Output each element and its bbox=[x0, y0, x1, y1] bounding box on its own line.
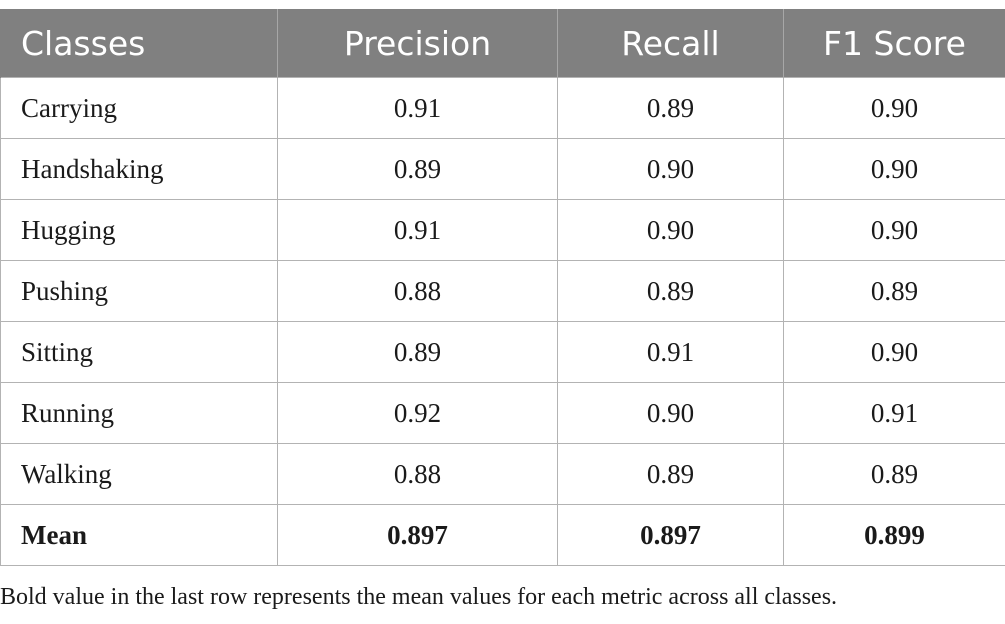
class-cell: Running bbox=[0, 382, 278, 444]
precision-cell: 0.89 bbox=[277, 138, 558, 200]
recall-cell: 0.90 bbox=[557, 138, 784, 200]
table-body: Carrying 0.91 0.89 0.90 Handshaking 0.89… bbox=[0, 77, 1005, 566]
class-cell: Hugging bbox=[0, 199, 278, 261]
results-table-container: Classes Precision Recall F1 Score Carryi… bbox=[0, 9, 1005, 566]
class-cell: Carrying bbox=[0, 77, 278, 139]
results-table: Classes Precision Recall F1 Score Carryi… bbox=[0, 9, 1005, 566]
class-cell: Pushing bbox=[0, 260, 278, 322]
precision-cell: 0.88 bbox=[277, 260, 558, 322]
mean-row: Mean 0.897 0.897 0.899 bbox=[0, 504, 1005, 566]
precision-cell: 0.88 bbox=[277, 443, 558, 505]
table-header: Classes Precision Recall F1 Score bbox=[0, 9, 1005, 78]
f1-cell: 0.90 bbox=[783, 199, 1005, 261]
precision-cell: 0.91 bbox=[277, 199, 558, 261]
recall-cell: 0.91 bbox=[557, 321, 784, 383]
header-classes: Classes bbox=[0, 9, 278, 78]
mean-f1-cell: 0.899 bbox=[783, 504, 1005, 566]
recall-cell: 0.89 bbox=[557, 443, 784, 505]
class-cell: Sitting bbox=[0, 321, 278, 383]
table-row: Hugging 0.91 0.90 0.90 bbox=[0, 199, 1005, 261]
table-row: Handshaking 0.89 0.90 0.90 bbox=[0, 138, 1005, 200]
f1-cell: 0.89 bbox=[783, 260, 1005, 322]
class-cell: Walking bbox=[0, 443, 278, 505]
table-footnote: Bold value in the last row represents th… bbox=[0, 584, 838, 610]
recall-cell: 0.90 bbox=[557, 199, 784, 261]
precision-cell: 0.92 bbox=[277, 382, 558, 444]
table-row: Carrying 0.91 0.89 0.90 bbox=[0, 77, 1005, 139]
f1-cell: 0.90 bbox=[783, 321, 1005, 383]
class-cell: Handshaking bbox=[0, 138, 278, 200]
recall-cell: 0.89 bbox=[557, 260, 784, 322]
table-row: Sitting 0.89 0.91 0.90 bbox=[0, 321, 1005, 383]
precision-cell: 0.89 bbox=[277, 321, 558, 383]
header-row: Classes Precision Recall F1 Score bbox=[0, 9, 1005, 78]
table-row: Running 0.92 0.90 0.91 bbox=[0, 382, 1005, 444]
f1-cell: 0.90 bbox=[783, 77, 1005, 139]
table-row: Walking 0.88 0.89 0.89 bbox=[0, 443, 1005, 505]
f1-cell: 0.89 bbox=[783, 443, 1005, 505]
mean-label-cell: Mean bbox=[0, 504, 278, 566]
header-precision: Precision bbox=[277, 9, 558, 78]
f1-cell: 0.90 bbox=[783, 138, 1005, 200]
recall-cell: 0.89 bbox=[557, 77, 784, 139]
header-recall: Recall bbox=[557, 9, 784, 78]
recall-cell: 0.90 bbox=[557, 382, 784, 444]
precision-cell: 0.91 bbox=[277, 77, 558, 139]
header-f1-score: F1 Score bbox=[783, 9, 1005, 78]
f1-cell: 0.91 bbox=[783, 382, 1005, 444]
mean-recall-cell: 0.897 bbox=[557, 504, 784, 566]
mean-precision-cell: 0.897 bbox=[277, 504, 558, 566]
table-row: Pushing 0.88 0.89 0.89 bbox=[0, 260, 1005, 322]
